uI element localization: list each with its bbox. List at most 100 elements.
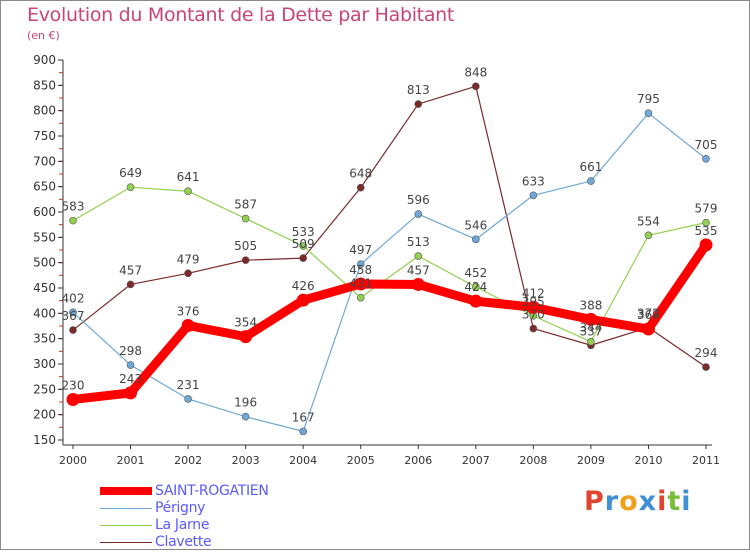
x-tick-label: 2002 <box>174 454 202 467</box>
data-label-clavette: 372 <box>637 307 660 321</box>
data-point-clavette <box>69 326 77 334</box>
data-point-saint-rogatien <box>699 238 713 252</box>
data-label-p-rigny: 167 <box>292 410 315 424</box>
data-point-la-jarne <box>69 216 77 225</box>
y-tick-label: 750 <box>33 129 56 143</box>
data-label-la-jarne: 344 <box>579 321 602 335</box>
data-label-p-rigny: 497 <box>349 243 372 257</box>
data-point-la-jarne <box>644 231 653 240</box>
data-label-p-rigny: 795 <box>637 92 660 106</box>
chart-title: Evolution du Montant de la Dette par Hab… <box>27 4 455 26</box>
data-point-p-rigny <box>184 395 192 403</box>
y-tick-label: 200 <box>33 408 56 422</box>
data-point-la-jarne <box>414 252 423 260</box>
y-tick-label: 650 <box>33 180 56 194</box>
data-point-p-rigny <box>241 412 250 421</box>
data-point-clavette <box>299 254 307 262</box>
x-tick-label: 2010 <box>634 454 662 467</box>
data-point-saint-rogatien <box>66 392 80 406</box>
legend-label-perigny: Périgny <box>155 500 206 516</box>
data-label-saint-rogatien: 388 <box>579 298 602 312</box>
x-tick-label: 2001 <box>117 454 145 467</box>
x-tick-label: 2011 <box>692 454 720 467</box>
x-tick-label: 2006 <box>404 454 432 467</box>
x-tick-label: 2009 <box>577 454 605 467</box>
data-label-la-jarne: 641 <box>177 170 200 184</box>
data-point-la-jarne <box>587 337 595 346</box>
y-tick-label: 500 <box>33 256 56 270</box>
series-line-p-rigny <box>72 112 707 432</box>
data-point-clavette <box>184 269 192 278</box>
data-label-clavette: 479 <box>177 252 200 266</box>
data-label-saint-rogatien: 376 <box>177 304 200 318</box>
data-label-clavette: 337 <box>579 324 602 338</box>
data-point-la-jarne <box>241 214 250 223</box>
data-point-saint-rogatien <box>526 300 540 314</box>
y-tick-label: 600 <box>33 205 56 219</box>
data-point-saint-rogatien <box>124 386 138 400</box>
data-label-clavette: 848 <box>464 65 487 79</box>
data-label-saint-rogatien: 369 <box>637 308 660 322</box>
data-point-la-jarne <box>702 218 710 227</box>
y-tick-label: 150 <box>33 433 56 447</box>
legend-swatch-perigny <box>100 508 152 509</box>
data-label-la-jarne: 583 <box>62 200 85 214</box>
series-line-clavette <box>72 85 707 368</box>
x-tick-label: 2008 <box>519 454 547 467</box>
data-point-p-rigny <box>69 308 77 317</box>
data-label-saint-rogatien: 354 <box>234 316 257 330</box>
data-point-clavette <box>414 100 423 108</box>
data-point-la-jarne <box>126 183 135 191</box>
legend-label-la-jarne: La Jarne <box>155 517 210 533</box>
legend-swatch-saint-rogatien <box>100 487 152 495</box>
data-point-clavette <box>529 324 538 333</box>
proxiti-logo: Proxiti <box>584 486 692 517</box>
y-tick-label: 700 <box>33 154 56 168</box>
data-point-p-rigny <box>529 191 538 200</box>
data-point-p-rigny <box>356 260 365 268</box>
x-tick-label: 2007 <box>462 454 490 467</box>
data-point-clavette <box>702 363 710 371</box>
data-point-la-jarne <box>356 293 365 302</box>
y-tick-label: 350 <box>33 332 56 346</box>
data-label-la-jarne: 452 <box>464 266 487 280</box>
series-line-saint-rogatien <box>68 240 711 404</box>
data-label-saint-rogatien: 230 <box>62 378 85 392</box>
data-point-saint-rogatien <box>181 318 195 332</box>
data-label-saint-rogatien: 457 <box>407 263 430 277</box>
data-point-p-rigny <box>587 177 595 185</box>
data-label-p-rigny: 546 <box>464 218 487 232</box>
y-tick-label: 900 <box>33 53 56 67</box>
data-label-clavette: 294 <box>695 346 718 360</box>
data-label-saint-rogatien: 424 <box>464 280 487 294</box>
data-label-saint-rogatien: 535 <box>695 224 718 238</box>
data-label-p-rigny: 596 <box>407 193 430 207</box>
data-point-saint-rogatien <box>296 293 310 307</box>
data-point-clavette <box>241 256 250 264</box>
data-label-p-rigny: 402 <box>62 291 85 305</box>
data-label-la-jarne: 533 <box>292 225 315 239</box>
y-tick-label: 800 <box>33 104 56 118</box>
data-label-clavette: 457 <box>119 263 142 277</box>
data-label-saint-rogatien: 243 <box>119 372 142 386</box>
data-point-p-rigny <box>126 361 135 369</box>
data-label-p-rigny: 705 <box>695 138 718 152</box>
data-label-la-jarne: 579 <box>695 202 718 216</box>
data-point-p-rigny <box>299 427 307 436</box>
data-point-saint-rogatien <box>641 322 655 336</box>
data-label-la-jarne: 587 <box>234 198 257 212</box>
data-point-clavette <box>126 280 135 289</box>
data-label-p-rigny: 231 <box>177 378 200 392</box>
data-point-la-jarne <box>184 187 192 196</box>
data-label-clavette: 648 <box>349 167 372 181</box>
data-label-clavette: 367 <box>62 309 85 323</box>
data-label-saint-rogatien: 412 <box>522 286 545 300</box>
data-label-clavette: 509 <box>292 237 315 251</box>
data-point-p-rigny <box>702 155 710 163</box>
data-point-saint-rogatien <box>239 330 253 344</box>
data-label-clavette: 370 <box>522 308 545 322</box>
data-point-clavette <box>472 82 480 91</box>
data-point-saint-rogatien <box>354 277 368 291</box>
